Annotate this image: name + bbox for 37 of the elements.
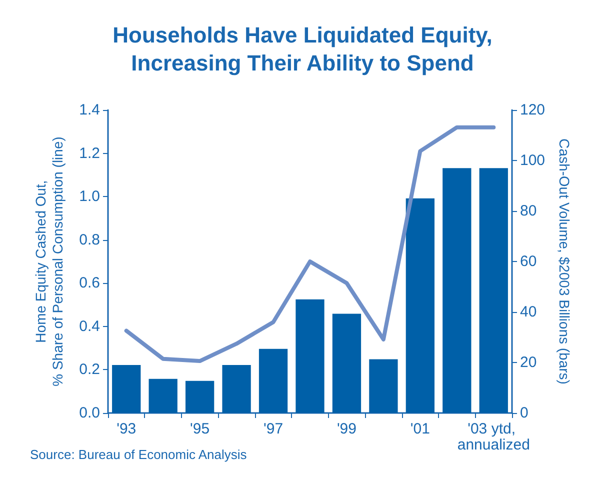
y-tick-label: 0.4	[79, 318, 100, 335]
bar	[406, 198, 435, 413]
y2-tick-label: 120	[520, 102, 546, 118]
y-tick-label: 1.2	[79, 144, 100, 162]
line-series	[124, 125, 496, 364]
bar	[369, 359, 398, 413]
bar	[112, 365, 141, 413]
bar	[296, 299, 324, 413]
x-tick-label: '99	[336, 420, 357, 438]
x-tick-label: '01	[410, 420, 430, 438]
bar	[185, 380, 214, 413]
x-tick-label: '97	[263, 420, 284, 438]
y-tick-label: 0.2	[79, 361, 100, 378]
bar	[222, 365, 251, 413]
y-tick-label: 1.0	[79, 188, 100, 206]
source-note: Source: Bureau of Economic Analysis	[30, 447, 248, 462]
y2-tick-label: 100	[520, 152, 546, 169]
y-tick-label: 0.6	[79, 274, 100, 292]
x-tick-label: '95	[190, 420, 210, 438]
y-axis-title: Home Equity Cashed Out, % Share of Personal Consumption (line)	[32, 136, 66, 386]
y-tick-label: 1.4	[79, 102, 100, 118]
y2-tick-label: 40	[520, 304, 537, 320]
y-tick-label: 0.0	[79, 404, 100, 422]
x-tick-label: '93	[116, 420, 136, 438]
bar	[479, 168, 508, 413]
bar	[332, 314, 362, 413]
y2-tick-label: 0	[520, 404, 528, 422]
bar	[148, 378, 178, 413]
y2-axis-title: Cash-Out Volume, $2003 Billions (bars)	[556, 138, 572, 384]
y2-tick-label: 60	[520, 253, 537, 270]
y2-tick-label: 20	[520, 354, 537, 371]
y-tick-label: 0.8	[79, 231, 100, 248]
bar	[442, 168, 472, 413]
x-tick-label: '03 ytd, annualized	[457, 420, 530, 454]
y2-tick-label: 80	[520, 202, 537, 220]
bar	[258, 348, 288, 413]
chart-title: Households Have Liquidated Equity, Increasing Their Ability to Spend	[112, 22, 492, 76]
